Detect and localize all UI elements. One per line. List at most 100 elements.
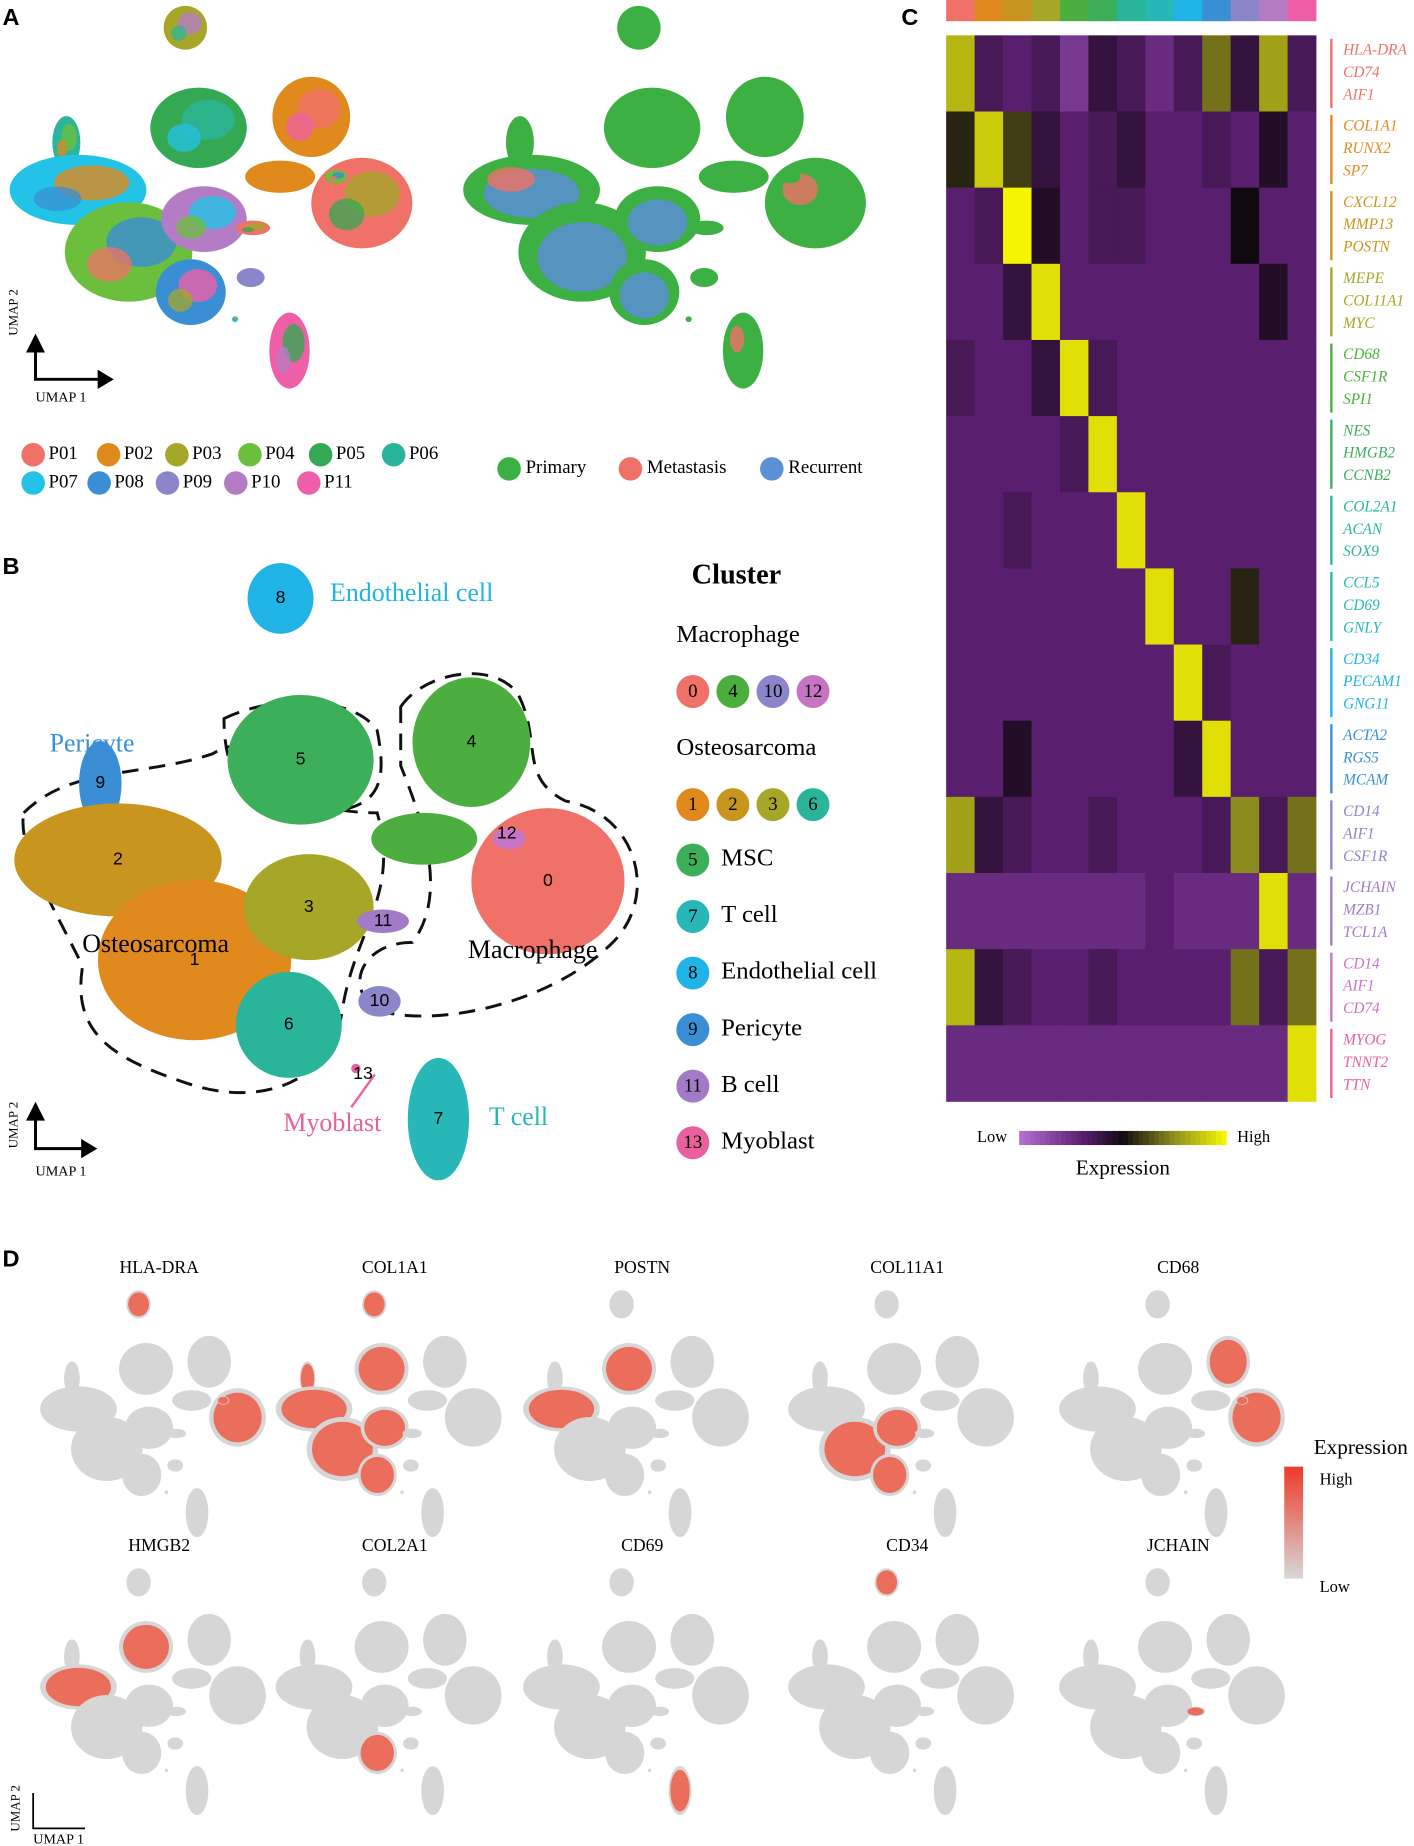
heatmap-cell bbox=[1116, 416, 1146, 493]
colorbar-step bbox=[1148, 1130, 1155, 1146]
heatmap-cell bbox=[1287, 35, 1317, 112]
umap bbox=[523, 1290, 749, 1538]
gene-label: JCHAIN bbox=[1343, 879, 1396, 896]
heatmap-cell bbox=[1031, 720, 1061, 798]
cell-cluster bbox=[957, 1388, 1014, 1447]
cell-cluster bbox=[605, 1453, 645, 1497]
heatmap-cell bbox=[1287, 416, 1317, 493]
cell-cluster bbox=[609, 1568, 634, 1597]
heatmap-cell bbox=[1003, 720, 1032, 798]
heatmap-cell bbox=[1145, 416, 1175, 493]
colorbar-step bbox=[1174, 1130, 1181, 1146]
heatmap-cell bbox=[1116, 492, 1146, 569]
gene-label: MCAM bbox=[1342, 772, 1389, 789]
heatmap-cell bbox=[1259, 644, 1288, 722]
gene-label: RGS5 bbox=[1342, 749, 1379, 766]
heatmap-cell bbox=[1088, 187, 1118, 265]
umap-bridge bbox=[920, 1668, 960, 1689]
expression-patch bbox=[1236, 1396, 1248, 1405]
legend-label: T cell bbox=[721, 901, 778, 928]
scale-title: Expression bbox=[1076, 1156, 1171, 1180]
cell-cluster bbox=[1186, 1459, 1203, 1472]
colorbar-step bbox=[1133, 1130, 1139, 1146]
expression-patch bbox=[213, 1392, 262, 1443]
umap-bridge bbox=[655, 1668, 695, 1689]
cell-mix bbox=[176, 215, 207, 239]
cluster-number: 11 bbox=[374, 910, 392, 930]
heatmap-cell bbox=[1173, 111, 1203, 188]
cell-cluster bbox=[870, 1731, 910, 1775]
heatmap-cell bbox=[1003, 35, 1032, 112]
heatmap-cell bbox=[1287, 263, 1317, 341]
cell-cluster bbox=[122, 1731, 162, 1775]
heatmap-cell bbox=[1031, 873, 1061, 950]
colorbar-step bbox=[1065, 1130, 1072, 1146]
column-color bbox=[1287, 0, 1317, 22]
legend-label: P11 bbox=[324, 471, 353, 492]
cell-cluster bbox=[935, 1613, 980, 1666]
heatmap-cell bbox=[1003, 416, 1032, 493]
expression-patch bbox=[312, 1421, 373, 1477]
gene-label: AIF1 bbox=[1342, 86, 1374, 103]
colorbar-step bbox=[1143, 1130, 1150, 1146]
gene-label: CD74 bbox=[1343, 64, 1380, 81]
cell-cluster bbox=[402, 1428, 422, 1439]
heatmap-cell bbox=[1145, 720, 1175, 798]
heatmap-cell bbox=[1059, 720, 1089, 798]
heatmap-cell bbox=[1173, 949, 1203, 1026]
heatmap-cell bbox=[1145, 263, 1175, 341]
heatmap-cell bbox=[974, 263, 1004, 341]
column-color bbox=[1230, 0, 1260, 22]
heatmap-cell bbox=[1287, 339, 1317, 417]
plot-title: COL2A1 bbox=[362, 1535, 428, 1555]
cell-cluster bbox=[166, 1428, 187, 1439]
gene-label: COL1A1 bbox=[1343, 118, 1397, 135]
umap bbox=[14, 563, 625, 1181]
legend-swatch bbox=[308, 442, 333, 467]
cell-cluster bbox=[647, 1490, 652, 1495]
heatmap-cell bbox=[974, 35, 1004, 112]
umap-bridge bbox=[172, 1390, 212, 1411]
gene-label: GNG11 bbox=[1343, 696, 1389, 713]
cell-cluster bbox=[452, 1674, 465, 1683]
colorbar-step bbox=[1060, 1130, 1067, 1146]
heatmap-cell bbox=[1173, 263, 1203, 341]
colorbar-step bbox=[1117, 1130, 1124, 1146]
umap-bridge bbox=[407, 1390, 448, 1411]
axis-label: UMAP 2 bbox=[8, 1785, 23, 1832]
heatmap-cell bbox=[1287, 1025, 1317, 1102]
heatmap-cell bbox=[1059, 568, 1089, 645]
column-color bbox=[1202, 0, 1232, 22]
heatmap-cell bbox=[1259, 111, 1288, 188]
heatmap-cell bbox=[1003, 492, 1032, 569]
cell-mix bbox=[537, 222, 627, 292]
heatmap-cell bbox=[1031, 796, 1061, 874]
cell-mix bbox=[233, 318, 236, 321]
colorbar-step bbox=[1138, 1130, 1144, 1146]
gene-label: MEPE bbox=[1342, 270, 1384, 287]
heatmap-cell bbox=[1173, 492, 1203, 569]
legend-number: 11 bbox=[684, 1076, 702, 1097]
umap-bridge bbox=[698, 160, 769, 193]
legend-swatch bbox=[618, 457, 643, 481]
heatmap-cell bbox=[946, 35, 975, 112]
colorbar-step bbox=[1034, 1130, 1041, 1146]
panel-label: D bbox=[3, 1246, 20, 1272]
cell-cluster bbox=[1145, 1568, 1170, 1597]
heatmap-cell bbox=[1059, 873, 1089, 950]
legend-label: MSC bbox=[721, 845, 773, 872]
heatmap-cell bbox=[1088, 796, 1118, 874]
axis-label: UMAP 2 bbox=[5, 289, 20, 336]
cell-mix bbox=[487, 167, 536, 192]
heatmap-cell bbox=[1031, 416, 1061, 493]
heatmap-cell bbox=[1003, 1025, 1032, 1102]
legend-label: P01 bbox=[48, 443, 77, 464]
umap bbox=[1059, 1568, 1285, 1816]
heatmap-cell bbox=[974, 339, 1004, 417]
cell-cluster bbox=[692, 1666, 749, 1725]
cell-cluster bbox=[778, 170, 801, 184]
gene-label: MZB1 bbox=[1342, 902, 1381, 919]
map-label: Macrophage bbox=[468, 935, 597, 964]
heatmap-cell bbox=[946, 111, 975, 188]
heatmap-cell bbox=[1230, 339, 1260, 417]
